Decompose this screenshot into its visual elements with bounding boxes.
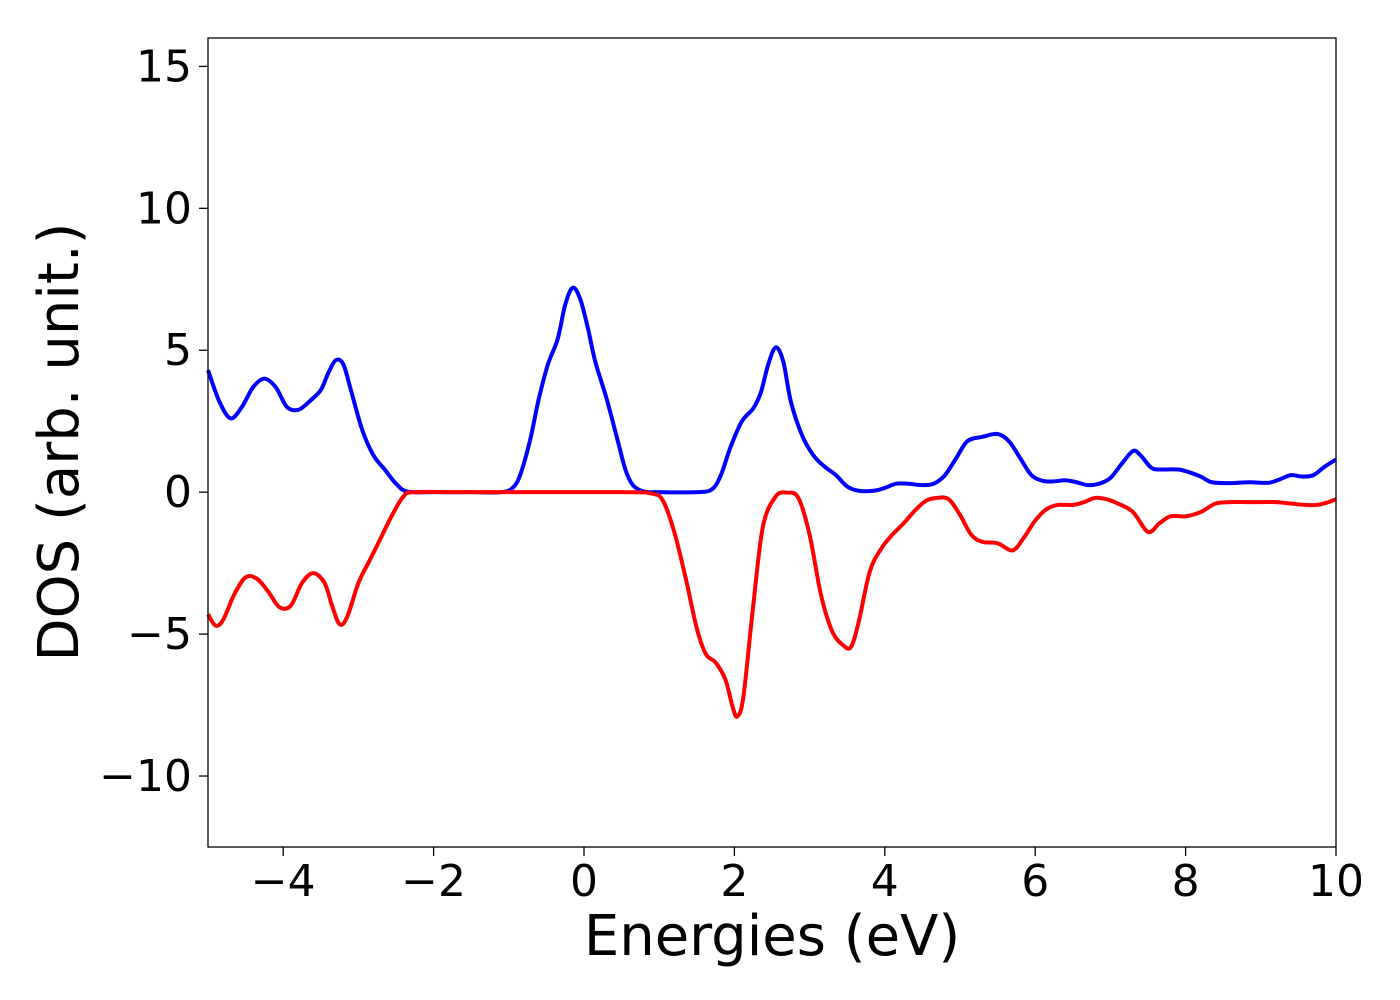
x-tick-label: 8 xyxy=(1172,856,1200,907)
series-line-2 xyxy=(206,489,1337,719)
x-tick-label: 6 xyxy=(1021,856,1049,907)
plot-area xyxy=(208,38,1336,847)
series-layer xyxy=(206,285,1338,719)
x-tick-label: 0 xyxy=(570,856,598,907)
y-tick-label: −10 xyxy=(99,751,192,802)
series-line-1 xyxy=(206,285,1338,495)
x-tick-label: 10 xyxy=(1308,856,1364,907)
y-tick-label: 10 xyxy=(136,183,192,234)
x-axis-label: Energies (eV) xyxy=(584,904,960,969)
y-tick-label: 0 xyxy=(164,467,192,518)
y-tick-label: 15 xyxy=(136,41,192,92)
x-tick-label: −2 xyxy=(401,856,466,907)
plot-frame xyxy=(207,37,1337,848)
x-tick-label: 2 xyxy=(720,856,748,907)
y-axis-label: DOS (arb. unit.) xyxy=(27,222,92,661)
x-tick-label: −4 xyxy=(251,856,316,907)
y-tick-label: −5 xyxy=(127,609,192,660)
y-axis-ticks: −10 −5 0 5 10 15 xyxy=(99,41,208,802)
x-tick-label: 4 xyxy=(871,856,899,907)
x-axis-ticks: −4 −2 0 2 4 6 8 10 xyxy=(251,847,1364,907)
y-tick-label: 5 xyxy=(164,325,192,376)
